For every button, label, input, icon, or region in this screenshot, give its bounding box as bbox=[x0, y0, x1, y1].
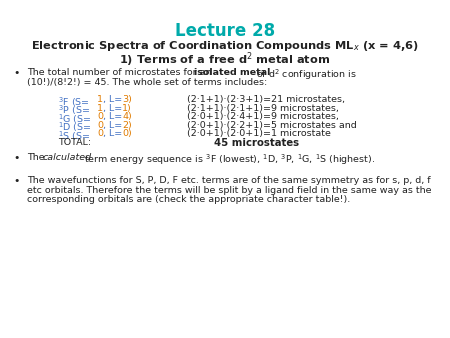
Text: •: • bbox=[14, 153, 20, 163]
Text: corresponding orbitals are (check the appropriate character table!).: corresponding orbitals are (check the ap… bbox=[27, 195, 350, 204]
Text: 0: 0 bbox=[97, 112, 103, 121]
Text: Electronic Spectra of Coordination Compounds ML$_x$ (x = 4,6): Electronic Spectra of Coordination Compo… bbox=[31, 39, 419, 53]
Text: , L=: , L= bbox=[103, 95, 122, 104]
Text: , L=: , L= bbox=[103, 121, 122, 130]
Text: , L=: , L= bbox=[103, 129, 122, 138]
Text: (2·0+1)·(2·0+1)=1 microstate: (2·0+1)·(2·0+1)=1 microstate bbox=[187, 129, 331, 138]
Text: TOTAL:: TOTAL: bbox=[58, 138, 92, 147]
Text: 45 microstates: 45 microstates bbox=[214, 138, 299, 148]
Text: $^1$D (S=: $^1$D (S= bbox=[58, 121, 92, 134]
Text: (10!)/(8!2!) = 45. The whole set of terms includes:: (10!)/(8!2!) = 45. The whole set of term… bbox=[27, 78, 267, 88]
Text: •: • bbox=[14, 176, 20, 187]
Text: Lecture 28: Lecture 28 bbox=[175, 22, 275, 40]
Text: $^3$P (S=: $^3$P (S= bbox=[58, 104, 90, 117]
Text: etc orbitals. Therefore the terms will be split by a ligand field in the same wa: etc orbitals. Therefore the terms will b… bbox=[27, 186, 432, 195]
Text: (2·1+1)·(2·3+1)=21 microstates,: (2·1+1)·(2·3+1)=21 microstates, bbox=[187, 95, 345, 104]
Text: calculated: calculated bbox=[43, 153, 92, 162]
Text: , L=: , L= bbox=[103, 112, 122, 121]
Text: •: • bbox=[14, 68, 20, 78]
Text: 0): 0) bbox=[122, 129, 132, 138]
Text: 0: 0 bbox=[97, 121, 103, 130]
Text: 1): 1) bbox=[122, 104, 132, 113]
Text: 1: 1 bbox=[97, 104, 103, 113]
Text: $^3$F (S=: $^3$F (S= bbox=[58, 95, 90, 109]
Text: The wavefunctions for S, P, D, F etc. terms are of the same symmetry as for s, p: The wavefunctions for S, P, D, F etc. te… bbox=[27, 176, 431, 186]
Text: 0: 0 bbox=[97, 129, 103, 138]
Text: 1) Terms of a free d$^2$ metal atom: 1) Terms of a free d$^2$ metal atom bbox=[119, 51, 331, 69]
Text: of d$^2$ configuration is: of d$^2$ configuration is bbox=[253, 68, 357, 82]
Text: (2·1+1)·(2·1+1)=9 microstates,: (2·1+1)·(2·1+1)=9 microstates, bbox=[187, 104, 338, 113]
Text: $^1$G (S=: $^1$G (S= bbox=[58, 112, 92, 126]
Text: $^1$S (S=: $^1$S (S= bbox=[58, 129, 91, 143]
Text: 2): 2) bbox=[122, 121, 132, 130]
Text: 1: 1 bbox=[97, 95, 103, 104]
Text: 4): 4) bbox=[122, 112, 132, 121]
Text: The total number of microstates for an: The total number of microstates for an bbox=[27, 68, 215, 77]
Text: , L=: , L= bbox=[103, 104, 122, 113]
Text: isolated metal: isolated metal bbox=[194, 68, 270, 77]
Text: The: The bbox=[27, 153, 48, 162]
Text: (2·0+1)·(2·4+1)=9 microstates,: (2·0+1)·(2·4+1)=9 microstates, bbox=[187, 112, 338, 121]
Text: (2·0+1)·(2·2+1)=5 microstates and: (2·0+1)·(2·2+1)=5 microstates and bbox=[187, 121, 356, 130]
Text: term energy sequence is $^3$F (lowest), $^1$D, $^3$P, $^1$G, $^1$S (highest).: term energy sequence is $^3$F (lowest), … bbox=[81, 153, 375, 167]
Text: 3): 3) bbox=[122, 95, 132, 104]
